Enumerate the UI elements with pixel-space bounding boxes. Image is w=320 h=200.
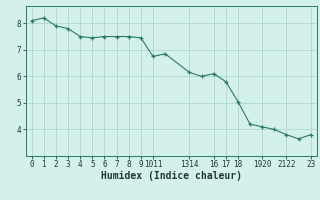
X-axis label: Humidex (Indice chaleur): Humidex (Indice chaleur) — [101, 171, 242, 181]
